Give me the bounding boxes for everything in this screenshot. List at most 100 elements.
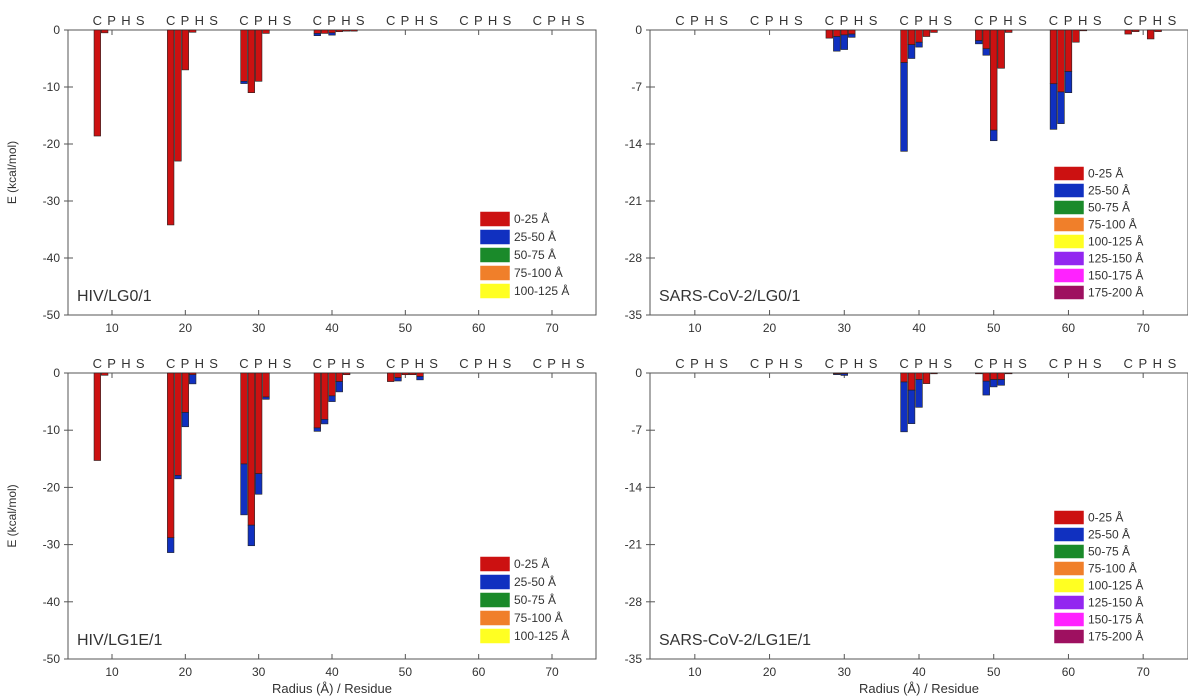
bar-segment	[416, 372, 424, 377]
bar-segment	[181, 29, 189, 71]
y-tick-label: -35	[625, 308, 643, 322]
group-letter: H	[268, 356, 277, 371]
group-letter: P	[107, 13, 116, 28]
bar-segment	[174, 372, 182, 476]
legend-swatch	[479, 556, 511, 572]
group-letter: C	[675, 13, 684, 28]
legend-swatch	[1053, 217, 1085, 232]
group-letter: P	[989, 356, 998, 371]
group-letter: P	[914, 356, 923, 371]
bar-segment	[189, 374, 197, 385]
group-letter: H	[415, 13, 424, 28]
bar-segment	[1124, 29, 1132, 35]
y-tick-label: -50	[43, 652, 61, 666]
bar-segment	[416, 376, 424, 381]
x-tick-label: 40	[325, 321, 339, 335]
x-tick-label: 30	[252, 665, 266, 679]
group-letter: H	[121, 13, 130, 28]
group-letter: S	[869, 13, 878, 28]
group-letter: P	[989, 13, 998, 28]
legend-swatch	[1053, 234, 1085, 249]
group-letter: S	[719, 356, 728, 371]
group-letter: C	[166, 13, 175, 28]
group-letter: C	[313, 356, 322, 371]
x-tick-label: 40	[325, 665, 339, 679]
bar-segment	[833, 36, 841, 52]
group-letter: H	[929, 13, 938, 28]
group-letter: C	[386, 13, 395, 28]
legend-label: 100-125 Å	[1088, 234, 1143, 249]
legend-swatch	[1053, 595, 1085, 610]
bar-segment	[240, 463, 248, 516]
x-axis-label: Radius (Å) / Residue	[272, 681, 392, 696]
bar-segment	[840, 29, 848, 36]
group-letter: H	[561, 13, 570, 28]
group-letter: S	[1093, 356, 1102, 371]
bar-segment	[167, 537, 175, 553]
group-letter: P	[1138, 13, 1147, 28]
group-letter: P	[401, 356, 410, 371]
bar-segment	[848, 33, 856, 38]
legend: 0-25 Å 25-50 Å 50-75 Å 75-100 Å 100-125 Å	[479, 556, 569, 644]
legend-label: 175-200 Å	[1088, 629, 1143, 644]
bar-segment	[907, 44, 916, 59]
group-letter: C	[974, 356, 983, 371]
bar-segment	[982, 29, 990, 50]
group-letter: H	[488, 13, 497, 28]
group-letter: H	[415, 356, 424, 371]
group-letter: P	[327, 356, 336, 371]
legend-label: 100-125 Å	[514, 283, 569, 298]
bar-segment	[982, 48, 990, 56]
bar-segment	[900, 29, 908, 63]
legend-swatch	[1053, 268, 1085, 283]
group-letter: S	[576, 13, 585, 28]
bar-segment	[328, 29, 336, 34]
bar-segment	[1049, 29, 1058, 85]
group-letter: H	[195, 356, 204, 371]
group-letter: P	[474, 13, 483, 28]
bar-segment	[907, 29, 916, 45]
x-tick-label: 20	[179, 321, 193, 335]
y-tick-label: 0	[635, 23, 642, 37]
legend-swatch	[1053, 510, 1085, 525]
bar-segment	[1154, 29, 1162, 32]
bar-segment	[1132, 29, 1140, 32]
y-tick-label: -28	[625, 251, 643, 265]
group-letter: C	[899, 356, 908, 371]
bar-segment	[262, 396, 270, 400]
group-letter: C	[1049, 356, 1058, 371]
legend-label: 125-150 Å	[1088, 251, 1143, 266]
group-letter: C	[93, 13, 102, 28]
bar-segment	[394, 372, 402, 378]
group-letter: P	[401, 13, 410, 28]
bar-segment	[975, 372, 983, 375]
x-tick-label: 40	[912, 321, 926, 335]
bar-segment	[335, 381, 343, 393]
group-letter: H	[854, 356, 863, 371]
group-letter: H	[488, 356, 497, 371]
group-letter: C	[1124, 13, 1133, 28]
bar-segment	[181, 412, 189, 428]
bar-segment	[401, 372, 409, 376]
group-letter: H	[1153, 356, 1162, 371]
bar-segment	[167, 29, 175, 226]
bar-segment	[101, 29, 109, 34]
x-tick-label: 10	[105, 321, 119, 335]
group-letter: P	[254, 13, 263, 28]
y-tick-label: -20	[43, 480, 61, 494]
legend-label: 0-25 Å	[514, 556, 549, 571]
group-letter: S	[943, 13, 952, 28]
bar-segment	[915, 372, 923, 380]
x-tick-label: 60	[1062, 321, 1076, 335]
bar-segment	[833, 29, 841, 37]
group-letter: S	[356, 356, 365, 371]
x-tick-label: 20	[763, 665, 777, 679]
x-tick-label: 70	[1136, 321, 1150, 335]
bar-segment	[997, 372, 1005, 380]
legend-swatch	[479, 574, 511, 590]
group-letter: C	[974, 13, 983, 28]
